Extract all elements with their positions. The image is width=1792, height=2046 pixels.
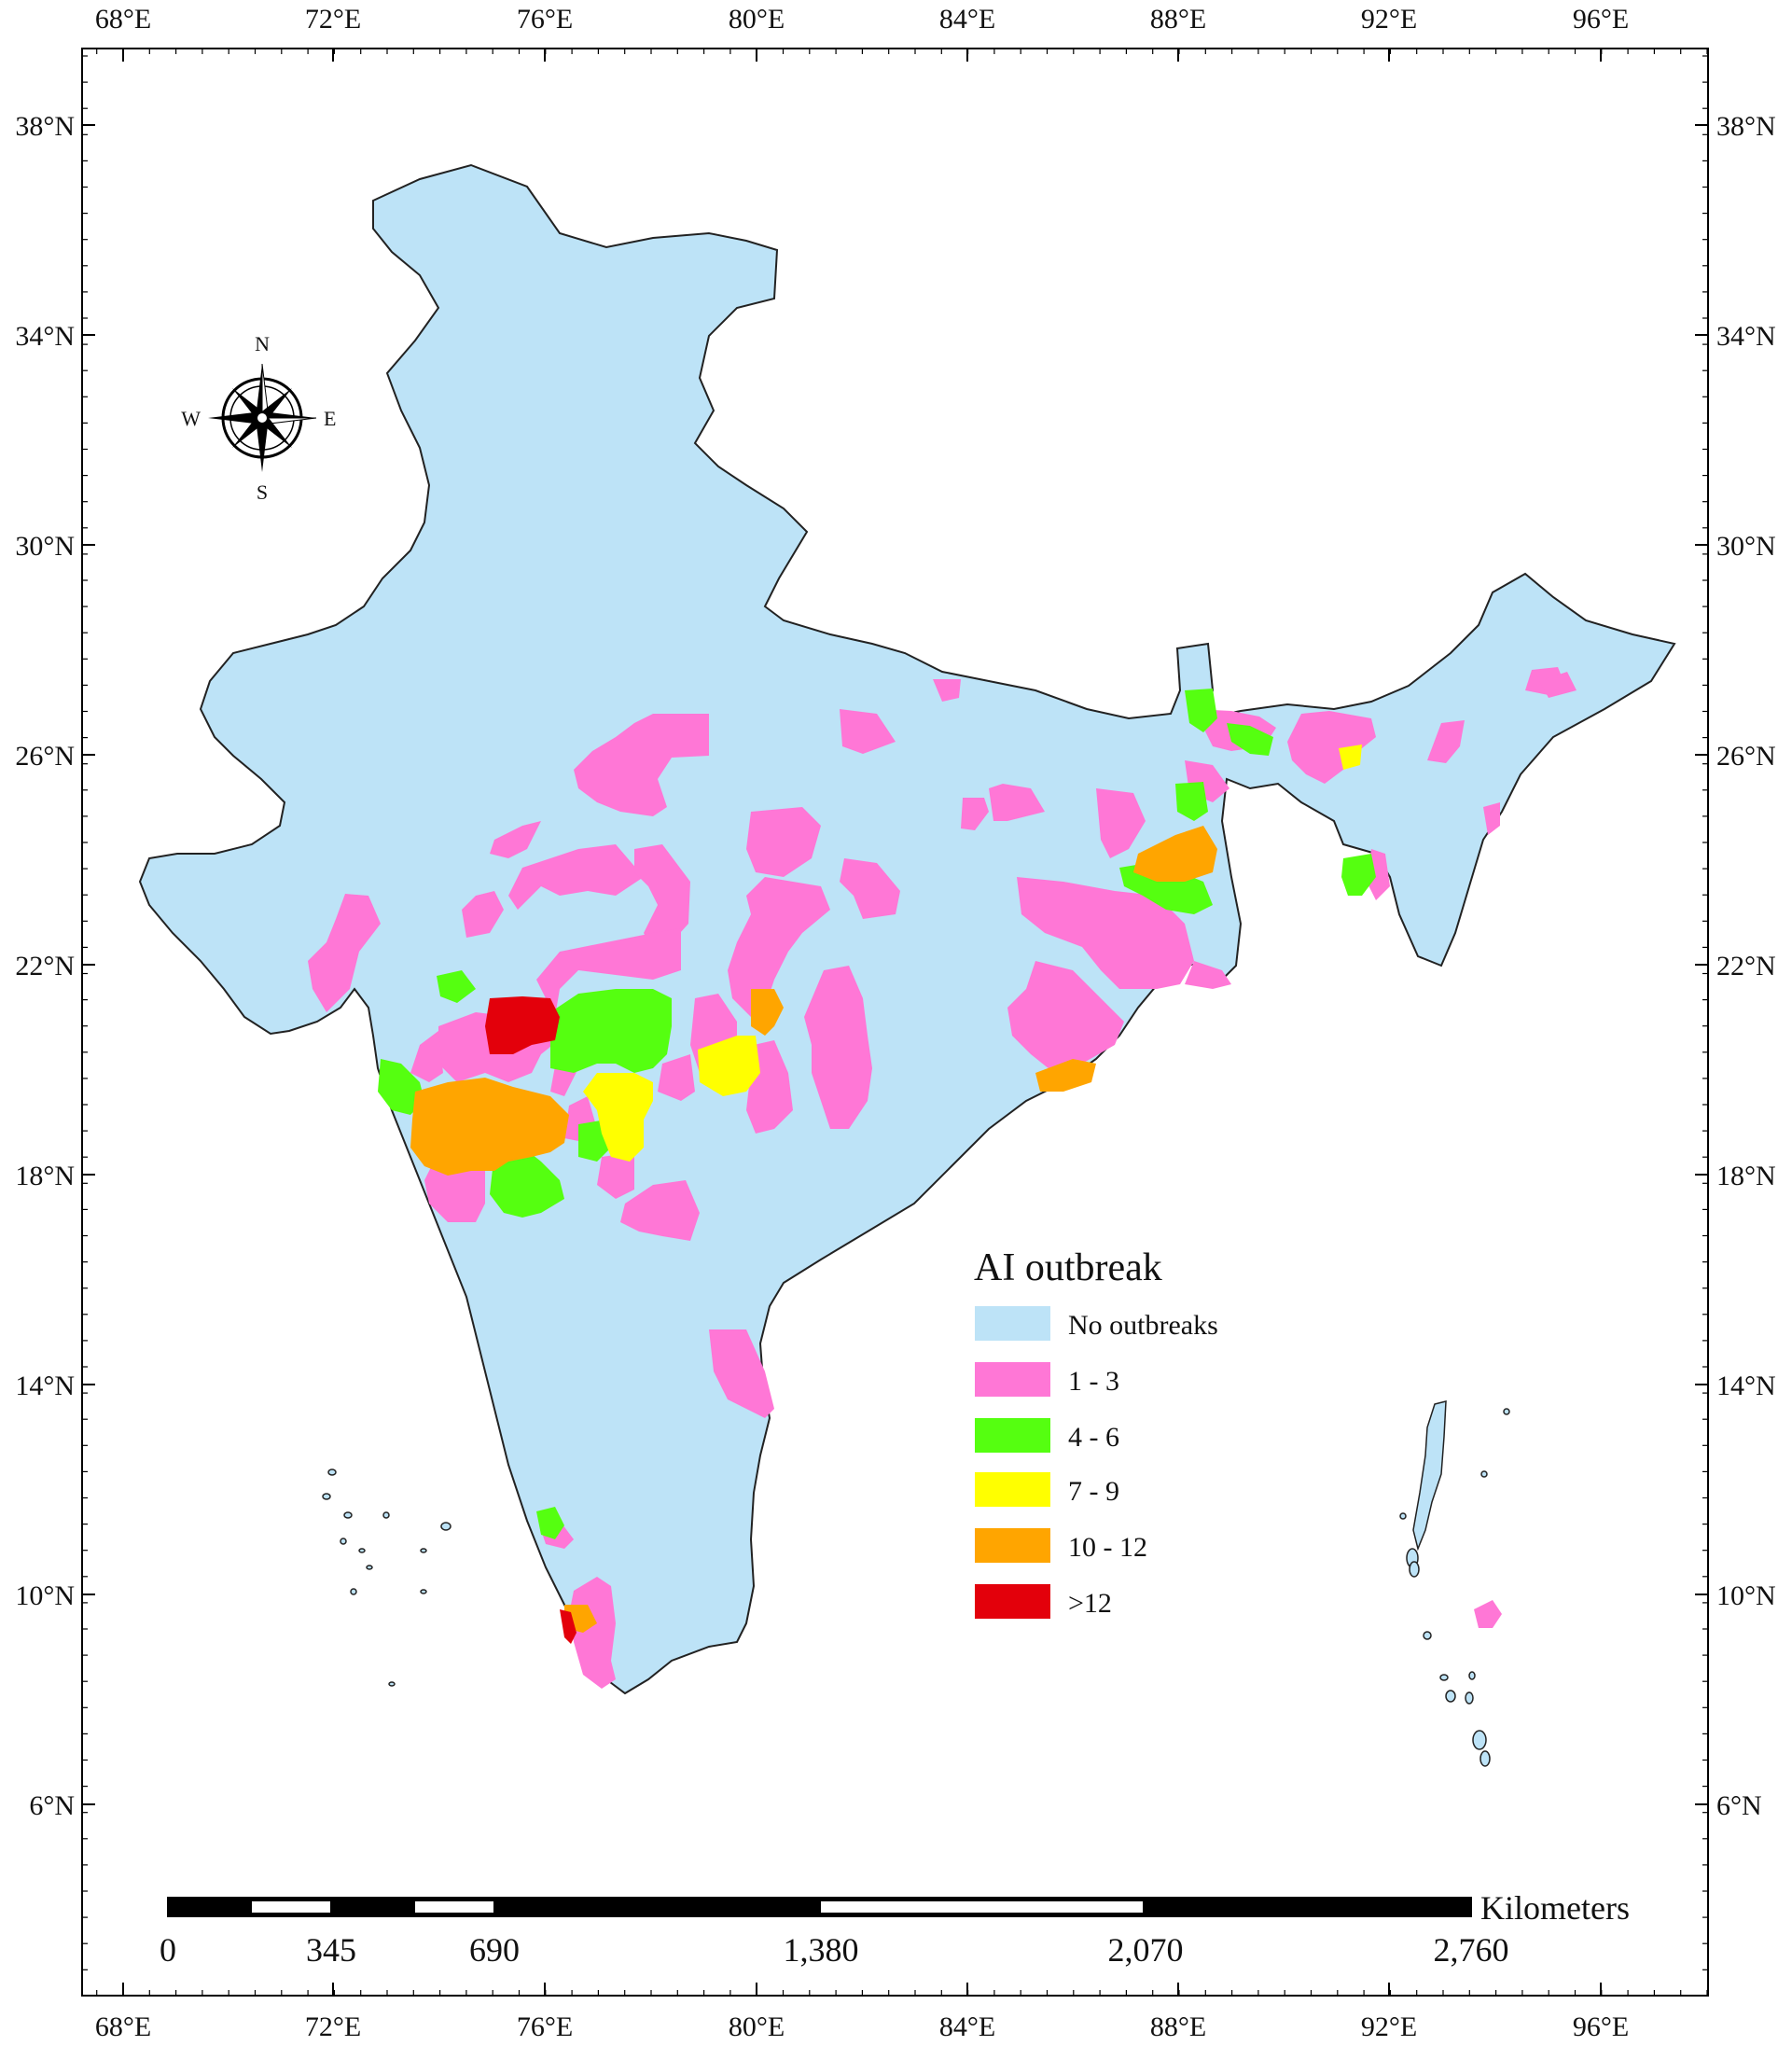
legend-swatch	[975, 1306, 1050, 1341]
districts-range-over-12	[485, 996, 576, 1644]
longitude-labels-top: 68°E 72°E 76°E 80°E 84°E 88°E 92°E 96°E	[95, 4, 1629, 35]
legend-swatch	[975, 1472, 1050, 1507]
lat-label: 26°N	[15, 741, 75, 772]
scale-tick-label: 690	[469, 1931, 520, 1969]
legend-swatch	[975, 1584, 1050, 1619]
lon-label: 96°E	[1573, 4, 1629, 35]
lon-label: 72°E	[305, 2011, 361, 2042]
outbreak-districts	[308, 667, 1577, 1689]
districts-range-7-9	[583, 745, 1362, 1162]
lon-label: 80°E	[729, 2011, 785, 2042]
legend-item: 4 - 6	[975, 1418, 1119, 1453]
lon-label: 68°E	[95, 2011, 151, 2042]
legend-title: AI outbreak	[974, 1246, 1162, 1289]
lon-label: 88°E	[1150, 4, 1206, 35]
legend: AI outbreak No outbreaks 1 - 3 4 - 6 7 -…	[974, 1246, 1218, 1619]
lat-label: 34°N	[15, 321, 75, 352]
lon-label: 76°E	[517, 2011, 573, 2042]
districts-range-10-12	[410, 826, 1217, 1633]
lon-label: 92°E	[1361, 2011, 1417, 2042]
legend-item: No outbreaks	[975, 1306, 1218, 1341]
lat-label: 34°N	[1716, 321, 1776, 352]
lon-label: 84°E	[939, 4, 995, 35]
legend-label: 1 - 3	[1068, 1366, 1119, 1397]
compass-east-label: E	[324, 407, 336, 430]
compass-rose-icon: N S E W	[181, 332, 336, 504]
scale-tick-label: 2,760	[1434, 1931, 1509, 1969]
graticule-ticks	[82, 49, 1708, 1996]
legend-item: 10 - 12	[975, 1528, 1147, 1563]
lon-label: 84°E	[939, 2011, 995, 2042]
legend-swatch	[975, 1418, 1050, 1453]
legend-item: >12	[975, 1584, 1112, 1619]
lat-label: 14°N	[1716, 1371, 1776, 1401]
lat-label: 38°N	[15, 111, 75, 142]
compass-west-label: W	[181, 407, 201, 430]
lat-label: 38°N	[1716, 111, 1776, 142]
legend-swatch	[975, 1362, 1050, 1397]
lat-label: 6°N	[1716, 1790, 1762, 1821]
legend-label: No outbreaks	[1068, 1310, 1218, 1341]
legend-swatch	[975, 1528, 1050, 1563]
lat-label: 10°N	[1716, 1580, 1776, 1611]
compass-north-label: N	[255, 332, 270, 355]
scale-tick-label: 345	[306, 1931, 356, 1969]
lat-label: 18°N	[15, 1161, 75, 1191]
lon-label: 76°E	[517, 4, 573, 35]
lat-label: 6°N	[29, 1790, 75, 1821]
lon-label: 88°E	[1150, 2011, 1206, 2042]
compass-south-label: S	[257, 480, 268, 504]
scale-unit-label: Kilometers	[1480, 1889, 1630, 1927]
scale-tick-label: 1,380	[784, 1931, 859, 1969]
scale-tick-label: 0	[160, 1931, 176, 1969]
latitude-labels-right: 38°N 34°N 30°N 26°N 22°N 18°N 14°N 10°N …	[1716, 111, 1776, 1821]
lat-label: 18°N	[1716, 1161, 1776, 1191]
lat-label: 30°N	[15, 531, 75, 562]
legend-item: 7 - 9	[975, 1472, 1119, 1507]
lat-label: 22°N	[1716, 951, 1776, 981]
lon-label: 92°E	[1361, 4, 1417, 35]
scale-tick-label: 2,070	[1108, 1931, 1184, 1969]
legend-label: >12	[1068, 1588, 1112, 1619]
legend-item: 1 - 3	[975, 1362, 1119, 1397]
lat-label: 22°N	[15, 951, 75, 981]
lat-label: 26°N	[1716, 741, 1776, 772]
lon-label: 72°E	[305, 4, 361, 35]
scale-bar: Kilometers 0 345 690 1,380 2,070 2,760	[160, 1889, 1630, 1969]
lon-label: 96°E	[1573, 2011, 1629, 2042]
lon-label: 80°E	[729, 4, 785, 35]
lat-label: 14°N	[15, 1371, 75, 1401]
lat-label: 10°N	[15, 1580, 75, 1611]
latitude-labels-left: 38°N 34°N 30°N 26°N 22°N 18°N 14°N 10°N …	[15, 111, 75, 1821]
legend-label: 7 - 9	[1068, 1476, 1119, 1507]
andaman-nicobar-islands	[1399, 1400, 1510, 1767]
lon-label: 68°E	[95, 4, 151, 35]
legend-label: 10 - 12	[1068, 1532, 1147, 1563]
longitude-labels-bottom: 68°E 72°E 76°E 80°E 84°E 88°E 92°E 96°E	[95, 2011, 1629, 2042]
legend-label: 4 - 6	[1068, 1422, 1119, 1453]
districts-range-1-3	[308, 667, 1577, 1689]
lat-label: 30°N	[1716, 531, 1776, 562]
lakshadweep-islands	[322, 1468, 451, 1687]
